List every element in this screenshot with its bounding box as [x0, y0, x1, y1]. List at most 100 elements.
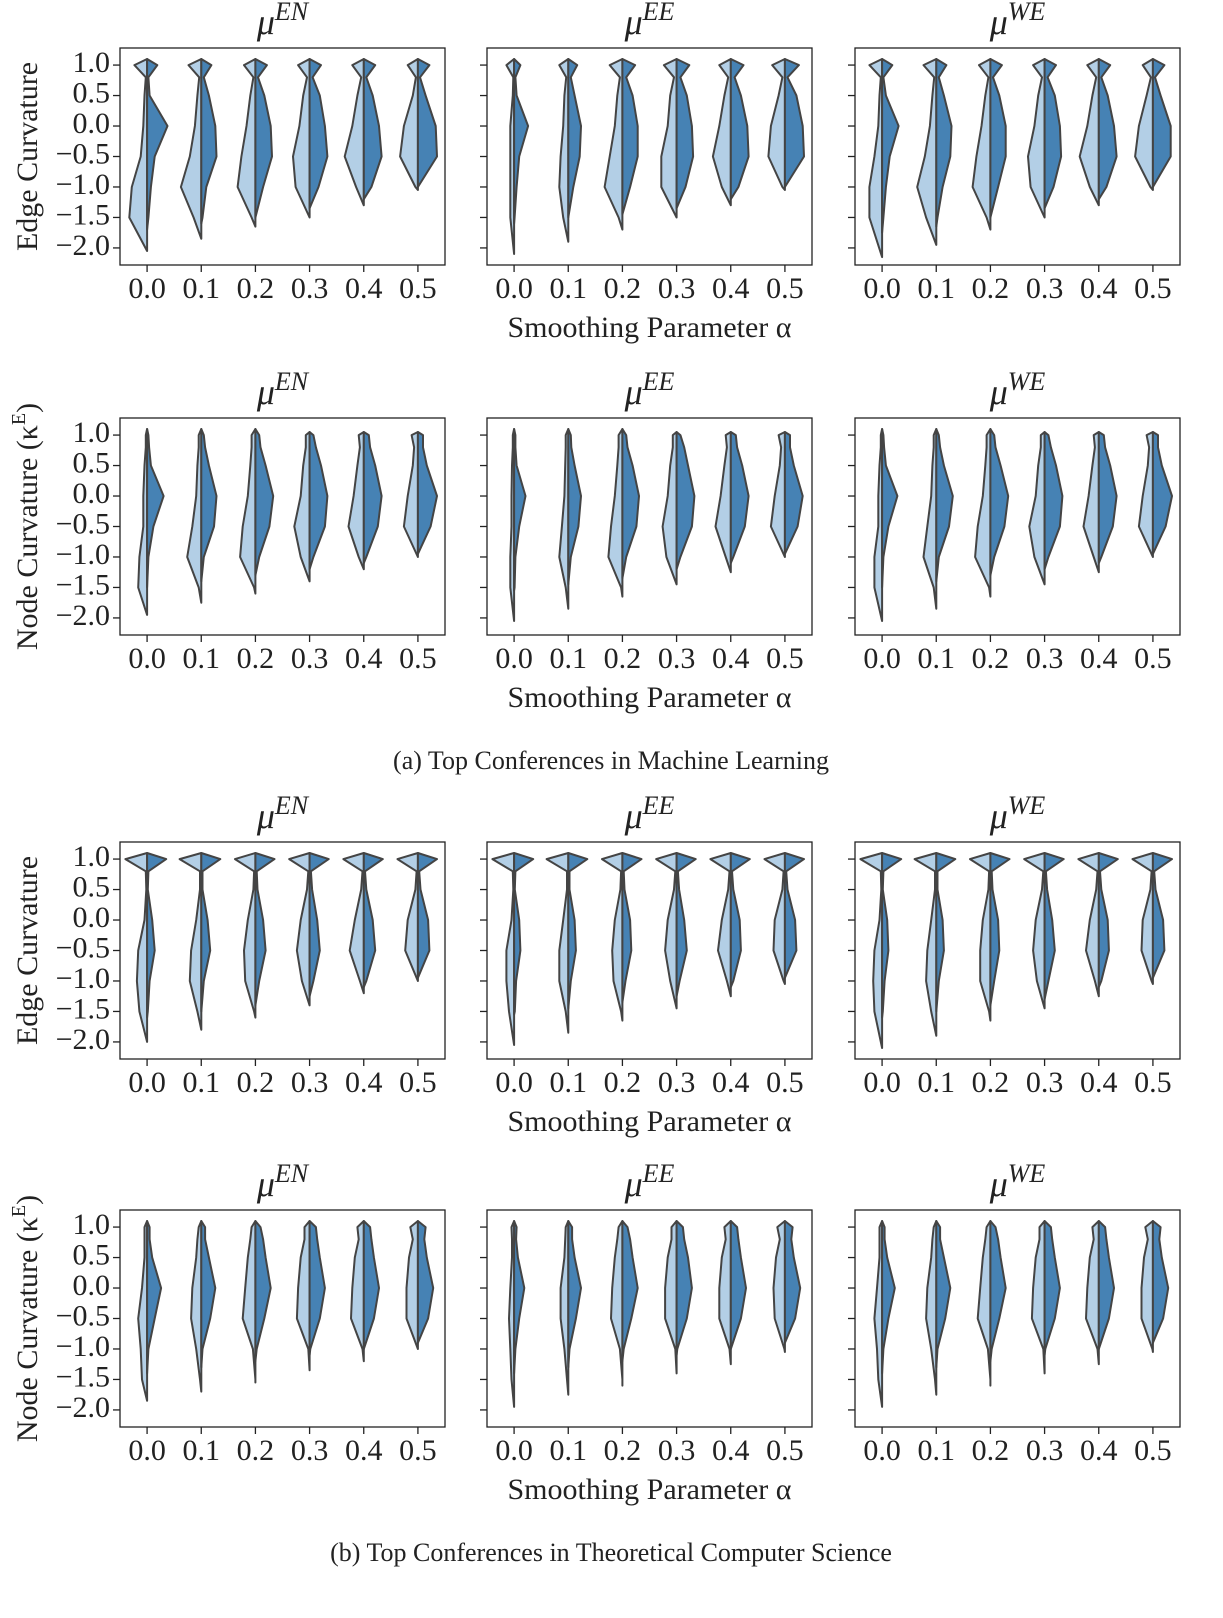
panel-title: μWE: [989, 0, 1046, 42]
x-tick-label: 0.3: [1026, 272, 1064, 305]
x-tick-label: 0.0: [128, 1066, 166, 1099]
y-tick-label: 1.0: [73, 840, 111, 873]
x-tick-label: 0.5: [1134, 272, 1172, 305]
x-tick-label: 0.2: [972, 1434, 1010, 1467]
half-violin: [362, 852, 384, 989]
half-violin: [989, 58, 1007, 219]
y-tick-label: −2.0: [56, 1391, 110, 1424]
x-tick-label: 0.3: [291, 1434, 329, 1467]
y-tick-label: 0.0: [73, 107, 111, 140]
x-tick-label: 0.4: [345, 1066, 383, 1099]
y-axis-label-superscript: E: [8, 1205, 30, 1217]
half-violin: [402, 431, 419, 558]
half-violin: [675, 58, 695, 210]
title-superscript: EE: [642, 791, 675, 820]
x-tick-label: 0.3: [1026, 1066, 1064, 1099]
plot-frame: [119, 417, 446, 636]
half-violin: [396, 852, 419, 982]
x-tick-label: 0.5: [399, 1434, 437, 1467]
half-violin: [1137, 431, 1154, 558]
half-violin: [343, 58, 365, 207]
half-violin: [200, 58, 218, 225]
half-violin: [146, 1220, 163, 1375]
title-symbol: μ: [256, 796, 275, 836]
half-violin: [513, 852, 535, 1016]
y-tick-label: −1.0: [56, 538, 110, 571]
half-violin: [342, 852, 365, 995]
y-tick-label: −1.0: [56, 962, 110, 995]
half-violin: [200, 428, 218, 583]
half-violin: [350, 1220, 365, 1363]
half-violin: [1151, 431, 1173, 555]
panel-title: μEN: [256, 1159, 310, 1204]
x-tick-label: 0.2: [972, 1066, 1010, 1099]
x-tick-label: 0.2: [604, 1434, 642, 1467]
half-violin: [763, 852, 786, 985]
half-violin: [783, 852, 805, 979]
half-violin: [1030, 1220, 1046, 1375]
y-tick-label: −0.5: [56, 507, 110, 540]
x-tick-label: 0.0: [495, 272, 533, 305]
plot-frame: [486, 1209, 813, 1428]
half-violin: [236, 58, 257, 228]
half-violin: [601, 852, 624, 1022]
half-violin: [146, 428, 165, 589]
half-violin: [783, 58, 805, 188]
x-tick-label: 0.0: [495, 1066, 533, 1099]
x-tick-label: 0.2: [237, 272, 275, 305]
half-violin: [935, 428, 954, 583]
half-violin: [137, 428, 149, 616]
x-tick-label: 0.0: [863, 642, 901, 675]
half-violin: [1043, 58, 1063, 210]
x-tick-label: 0.2: [237, 642, 275, 675]
y-axis-label: Node Curvature (κE): [8, 1195, 44, 1442]
x-tick-label: 0.3: [658, 272, 696, 305]
half-violin: [1085, 1220, 1100, 1366]
half-violin: [1043, 852, 1065, 1001]
half-violin: [567, 428, 582, 586]
half-violin: [200, 852, 222, 1013]
half-violin: [729, 431, 750, 565]
x-tick-label: 0.1: [918, 272, 956, 305]
y-tick-label: 0.5: [73, 446, 111, 479]
half-violin: [308, 431, 329, 571]
x-axis-label: Smoothing Parameter α: [507, 681, 791, 714]
half-violin: [559, 1220, 570, 1396]
half-violin: [1043, 431, 1064, 571]
half-violin: [675, 431, 696, 571]
half-violin: [714, 431, 732, 574]
y-tick-label: 0.5: [73, 76, 111, 109]
title-superscript: WE: [1008, 1159, 1046, 1188]
x-tick-label: 0.3: [1026, 642, 1064, 675]
half-violin: [186, 428, 203, 604]
title-symbol: μ: [989, 1164, 1008, 1204]
x-tick-label: 0.1: [550, 642, 588, 675]
y-axis-label-suffix: ): [11, 1195, 44, 1205]
half-violin: [767, 58, 786, 191]
half-violin: [254, 1220, 272, 1363]
x-tick-label: 0.4: [345, 1434, 383, 1467]
half-violin: [241, 1220, 257, 1384]
y-tick-label: −0.5: [56, 931, 110, 964]
y-tick-label: 0.5: [73, 1238, 111, 1271]
title-superscript: EE: [642, 367, 675, 396]
y-tick-label: 0.0: [73, 477, 111, 510]
title-symbol: μ: [624, 372, 643, 412]
half-violin: [308, 1220, 326, 1357]
half-violin: [881, 1220, 896, 1375]
half-violin: [308, 852, 330, 998]
y-tick-label: 0.0: [73, 1269, 111, 1302]
y-axis-label-suffix: ): [11, 403, 44, 413]
plot-frame: [854, 47, 1181, 266]
half-violin: [675, 1220, 693, 1357]
y-axis-label-text: Edge Curvature: [11, 62, 44, 251]
x-axis-label: Smoothing Parameter α: [507, 1473, 791, 1506]
x-tick-label: 0.4: [712, 642, 750, 675]
half-violin: [288, 852, 311, 1007]
x-tick-label: 0.3: [291, 272, 329, 305]
x-tick-label: 0.2: [604, 1066, 642, 1099]
x-tick-label: 0.5: [766, 1434, 804, 1467]
half-violin: [505, 58, 516, 255]
x-tick-label: 0.5: [766, 272, 804, 305]
half-violin: [783, 431, 804, 555]
